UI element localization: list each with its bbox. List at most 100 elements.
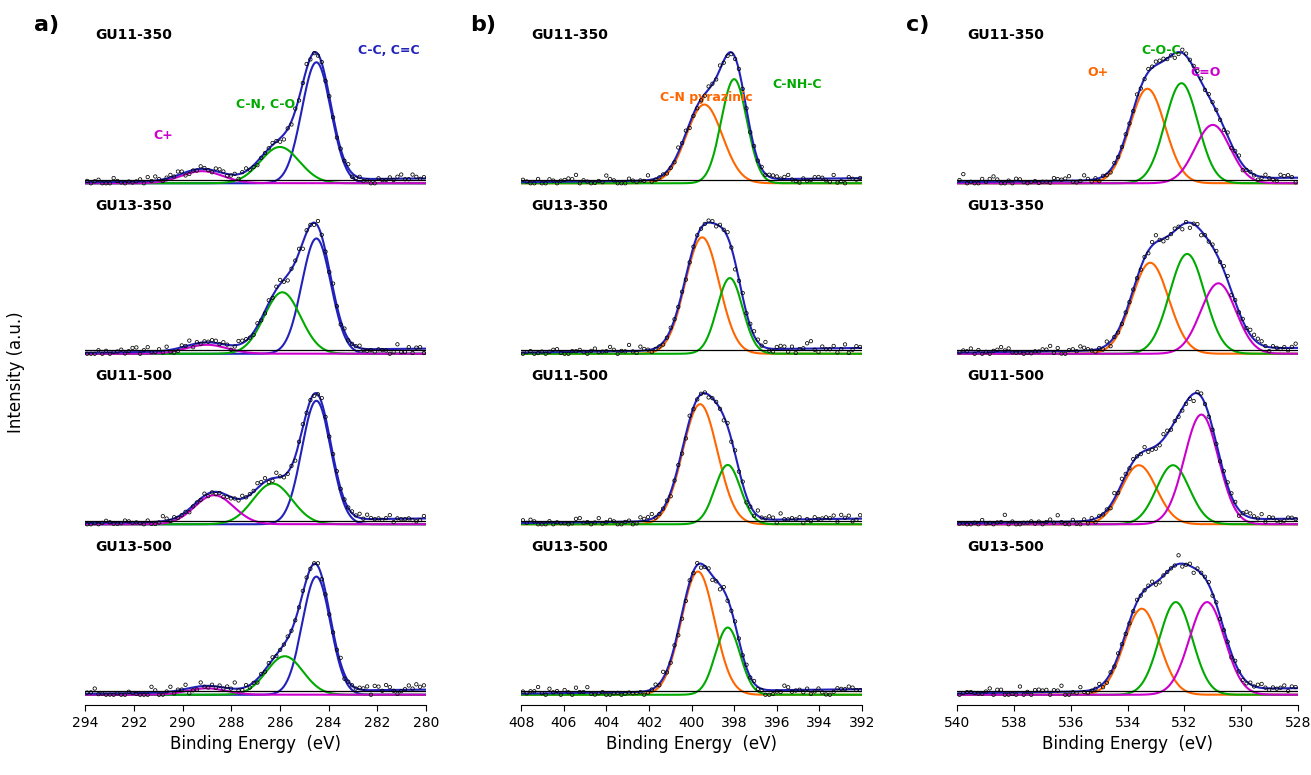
- Point: [1047, 684, 1068, 697]
- Point: [240, 488, 261, 501]
- Point: [1066, 176, 1087, 188]
- Point: [1078, 687, 1099, 699]
- Point: [334, 322, 355, 335]
- Point: [1017, 686, 1038, 698]
- Point: [1156, 232, 1177, 244]
- Point: [815, 688, 836, 701]
- Point: [104, 172, 125, 184]
- Point: [773, 680, 794, 692]
- Point: [1176, 216, 1197, 229]
- Point: [1206, 245, 1227, 257]
- Point: [232, 490, 253, 502]
- Point: [819, 176, 840, 188]
- Point: [1051, 516, 1072, 529]
- Point: [110, 176, 131, 188]
- Point: [326, 465, 347, 477]
- Point: [118, 515, 139, 528]
- Point: [96, 515, 117, 527]
- Point: [1028, 684, 1049, 696]
- Text: GU13-350: GU13-350: [531, 199, 608, 213]
- Point: [1078, 173, 1099, 185]
- Point: [735, 659, 756, 671]
- Point: [1247, 512, 1268, 525]
- Point: [695, 89, 716, 102]
- Point: [1070, 340, 1091, 353]
- Point: [216, 491, 237, 503]
- Point: [1130, 82, 1151, 95]
- Point: [1142, 576, 1163, 588]
- Point: [623, 687, 644, 700]
- Text: GU11-500: GU11-500: [96, 370, 172, 384]
- Point: [964, 177, 985, 189]
- Point: [186, 336, 207, 348]
- Point: [208, 487, 229, 499]
- Point: [1278, 169, 1299, 181]
- Point: [1214, 124, 1235, 136]
- Point: [1134, 441, 1155, 453]
- Point: [539, 346, 560, 358]
- Point: [1198, 411, 1219, 423]
- Point: [176, 679, 197, 691]
- Point: [743, 675, 764, 687]
- Point: [1274, 679, 1295, 691]
- Point: [323, 626, 343, 639]
- Point: [92, 517, 113, 529]
- Point: [345, 509, 366, 522]
- Point: [413, 171, 434, 184]
- Point: [1251, 508, 1272, 520]
- Point: [130, 173, 151, 185]
- Point: [206, 682, 227, 694]
- Point: [1092, 508, 1113, 521]
- Point: [535, 347, 556, 360]
- Point: [308, 50, 329, 62]
- Point: [308, 557, 329, 570]
- Point: [801, 174, 822, 186]
- Point: [653, 666, 674, 678]
- Point: [395, 346, 416, 358]
- Point: [134, 688, 155, 701]
- Point: [725, 444, 746, 456]
- Point: [561, 688, 582, 701]
- Point: [288, 95, 309, 107]
- Point: [520, 345, 541, 357]
- Point: [1066, 345, 1087, 357]
- Point: [767, 516, 788, 529]
- Point: [1088, 678, 1109, 691]
- Point: [330, 652, 351, 664]
- Point: [1017, 346, 1038, 359]
- Point: [777, 169, 798, 181]
- Point: [1040, 513, 1061, 525]
- Point: [1062, 343, 1083, 356]
- Point: [300, 394, 321, 406]
- Point: [1168, 48, 1189, 60]
- Point: [220, 492, 241, 505]
- Point: [202, 166, 223, 178]
- Point: [585, 516, 606, 529]
- Point: [1160, 562, 1181, 574]
- Point: [246, 677, 267, 689]
- Point: [277, 122, 298, 135]
- Point: [691, 222, 712, 235]
- Point: [315, 411, 336, 423]
- Point: [1002, 346, 1023, 359]
- Point: [623, 345, 644, 357]
- Point: [701, 78, 722, 90]
- Point: [645, 174, 666, 186]
- Point: [160, 346, 181, 358]
- Point: [176, 169, 197, 181]
- Point: [1194, 398, 1215, 410]
- Point: [212, 165, 233, 177]
- Point: [987, 174, 1008, 186]
- Point: [186, 496, 207, 508]
- Point: [1028, 515, 1049, 528]
- Point: [751, 339, 772, 352]
- Point: [1232, 164, 1253, 177]
- Point: [1009, 680, 1030, 693]
- Point: [1032, 175, 1053, 188]
- Point: [1270, 515, 1291, 528]
- Point: [1086, 683, 1106, 695]
- Point: [338, 501, 359, 514]
- Point: [842, 515, 863, 528]
- Point: [695, 561, 716, 574]
- Point: [971, 347, 992, 360]
